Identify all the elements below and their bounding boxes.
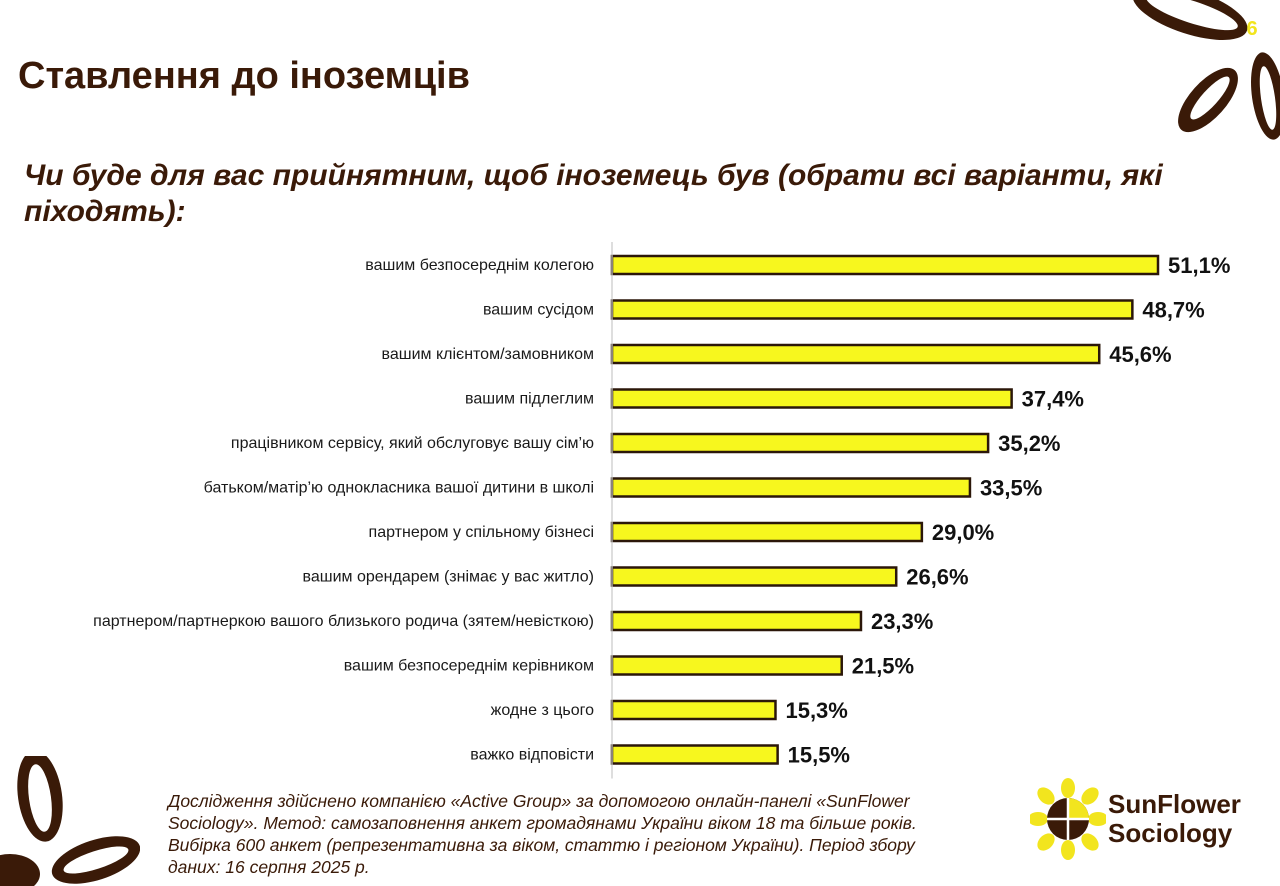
data-label: 23,3% — [871, 609, 933, 634]
bar — [610, 521, 924, 543]
bar — [610, 343, 1101, 365]
data-label: 15,3% — [785, 698, 847, 723]
category-label: важко відповісти — [470, 747, 594, 764]
data-label: 21,5% — [852, 654, 914, 679]
survey-question: Чи буде для вас прийнятним, щоб іноземец… — [24, 159, 1163, 228]
category-label: батьком/матір’ю однокласника вашої дитин… — [204, 480, 594, 497]
data-label: 37,4% — [1022, 387, 1084, 412]
logo-line-2: Sociology — [1108, 818, 1233, 848]
company-logo-text: SunFlower Sociology — [1108, 790, 1241, 848]
bar — [610, 566, 898, 587]
category-label: вашим орендарем (знімає у вас житло) — [303, 569, 594, 586]
sunflower-corner-decoration-top — [1132, 0, 1280, 140]
category-label: вашим підлеглим — [465, 391, 594, 408]
sunflower-logo-icon — [1030, 778, 1106, 860]
sunflower-corner-decoration-bottom — [0, 756, 140, 886]
category-label: вашим безпосереднім керівником — [344, 658, 594, 675]
category-label: вашим сусідом — [483, 302, 594, 319]
page-number: 6 — [1246, 18, 1258, 40]
horizontal-bar-chart: вашим безпосереднім колегою 51,1% вашим су… — [93, 242, 1230, 779]
data-label: 29,0% — [932, 520, 994, 545]
bar — [610, 477, 972, 498]
bar — [610, 610, 863, 632]
category-label: партнером/партнеркою вашого близького ро… — [93, 613, 594, 630]
data-label: 51,1% — [1168, 253, 1230, 278]
bar — [610, 432, 990, 454]
data-label: 35,2% — [998, 431, 1060, 456]
bar — [610, 655, 843, 676]
data-label: 15,5% — [788, 743, 850, 768]
data-label: 45,6% — [1109, 342, 1171, 367]
data-label: 26,6% — [906, 565, 968, 590]
methodology-footnote: Дослідження здійснено компанією «Active … — [168, 791, 917, 877]
data-label: 33,5% — [980, 476, 1042, 501]
category-label: працівником сервісу, який обслуговує ваш… — [231, 435, 594, 452]
bar — [610, 254, 1160, 276]
bar — [610, 388, 1013, 409]
bar — [610, 699, 777, 721]
bar — [610, 299, 1134, 320]
logo-line-1: SunFlower — [1108, 789, 1241, 819]
category-label: вашим клієнтом/замовником — [382, 346, 594, 363]
category-label: жодне з цього — [491, 702, 594, 719]
slide-title: Ставлення до іноземців — [18, 55, 470, 97]
bar — [610, 744, 779, 765]
data-label: 48,7% — [1142, 298, 1204, 323]
category-label: партнером у спільному бізнесі — [369, 524, 594, 541]
category-label: вашим безпосереднім колегою — [365, 257, 594, 274]
